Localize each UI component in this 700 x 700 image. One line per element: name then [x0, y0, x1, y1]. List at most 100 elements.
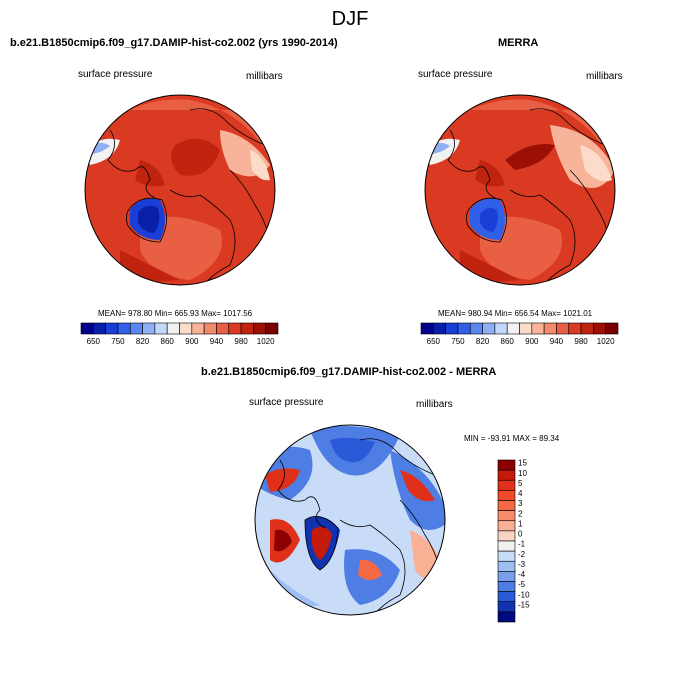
panel3-colorbar-box-6 — [497, 520, 516, 532]
panel2-colorbar-label-7: 1020 — [597, 337, 615, 346]
panel2-colorbar-box-6 — [494, 322, 508, 335]
panel3-field-west-pos — [265, 468, 300, 492]
panel1-field-north-pacific — [100, 99, 265, 150]
panel1-colorbar-label-7: 1020 — [257, 337, 275, 346]
panel3-colorbar-label-4: 3 — [518, 499, 523, 508]
panel1-colorbar-box-1 — [93, 322, 106, 335]
panel3-colorbar-label-9: -2 — [518, 550, 526, 559]
panel3-field-east-pos — [400, 470, 435, 502]
panel2-colorbar-box-10 — [543, 322, 557, 335]
panel3-coastlines — [277, 438, 441, 615]
panel3-colorbar-label-0: 15 — [518, 459, 527, 468]
panel1-colorbar-box-0 — [80, 322, 94, 335]
panel1-colorbar: 650 750 820 860 900 940 980 1020 — [80, 322, 279, 346]
panel3-colorbar-label-12: -5 — [518, 580, 526, 589]
panel1-colorbar-label-4: 900 — [185, 337, 199, 346]
panel3-colorbar-label-3: 4 — [518, 489, 523, 498]
panel2-colorbar: 650 750 820 860 900 940 980 1020 — [420, 322, 619, 346]
panel2-field-siberian-high — [505, 144, 555, 170]
panel2-colorbar-box-2 — [445, 322, 459, 335]
panel2-field-greenland-core — [480, 207, 498, 232]
panel1-colorbar-label-3: 860 — [161, 337, 175, 346]
panel3-colorbar-box-3 — [497, 490, 516, 501]
panel3-right-label: millibars — [416, 399, 453, 410]
panel3-title: b.e21.B1850cmip6.f09_g17.DAMIP-hist-co2.… — [201, 366, 497, 378]
panel2-colorbar-label-1: 750 — [451, 337, 465, 346]
panel3-map — [254, 424, 446, 616]
panel2-colorbar-label-4: 900 — [525, 337, 539, 346]
panel3-colorbar-label-10: -3 — [518, 560, 526, 569]
main-title: DJF — [331, 8, 369, 30]
panel3-colorbar-box-10 — [497, 560, 516, 572]
panel2-field-north-pacific — [440, 99, 605, 150]
panel2-colorbar-label-0: 650 — [427, 337, 441, 346]
panel2-title: MERRA — [498, 37, 539, 49]
panel1-colorbar-box-2 — [105, 322, 119, 335]
panel1-colorbar-box-10 — [203, 322, 217, 335]
panel2-colorbar-box-13 — [580, 322, 594, 335]
panel1-colorbar-box-9 — [191, 322, 205, 335]
panel2-colorbar-box-15 — [605, 322, 619, 335]
panel2-left-label: surface pressure — [418, 69, 493, 80]
panel2-colorbar-box-4 — [469, 322, 483, 335]
panel2-colorbar-box-3 — [457, 322, 471, 335]
panel2-map — [424, 94, 616, 286]
panel3-colorbar-box-2 — [497, 479, 516, 491]
panel3-field-north-neg-core — [330, 437, 375, 463]
panel2-colorbar-label-3: 860 — [501, 337, 515, 346]
panel3-colorbar-box-9 — [497, 550, 516, 562]
panel3-colorbar-label-13: -10 — [518, 590, 530, 599]
panel1-map — [84, 94, 276, 286]
panel3-colorbar-box-5 — [497, 510, 516, 522]
panel1-colorbar-box-13 — [240, 322, 254, 335]
panel2-stats: MEAN= 980.94 Min= 656.54 Max= 1021.01 — [438, 309, 593, 318]
panel2-colorbar-box-5 — [482, 322, 496, 335]
panel3-colorbar-label-11: -4 — [518, 570, 526, 579]
panel2-colorbar-box-0 — [420, 322, 434, 335]
panel3-colorbar-box-4 — [497, 500, 516, 511]
panel2-colorbar-box-12 — [568, 322, 582, 335]
panel3-colorbar-box-14 — [497, 601, 516, 613]
panel1-colorbar-label-1: 750 — [111, 337, 125, 346]
panel1-colorbar-label-6: 980 — [234, 337, 248, 346]
panel2-colorbar-label-6: 980 — [574, 337, 588, 346]
panel1-stats: MEAN= 978.80 Min= 665.93 Max= 1017.56 — [98, 309, 253, 318]
panel2-colorbar-box-11 — [556, 322, 570, 335]
panel3-field-canada-strong — [274, 529, 292, 552]
panel3-colorbar-label-2: 5 — [518, 479, 523, 488]
panel1-title: b.e21.B1850cmip6.f09_g17.DAMIP-hist-co2.… — [10, 37, 338, 49]
panel3-colorbar-label-8: -1 — [518, 540, 526, 549]
panel1-field-arctic-ocean — [171, 138, 220, 176]
panel3-colorbar-label-1: 10 — [518, 469, 527, 478]
panel2-field-siberia-highland — [580, 145, 612, 182]
panel3-colorbar-label-14: -15 — [518, 600, 530, 609]
panel1-colorbar-box-15 — [265, 322, 279, 335]
panel1-colorbar-label-5: 940 — [210, 337, 224, 346]
panel3-colorbar-label-6: 1 — [518, 519, 523, 528]
panel1-colorbar-box-11 — [216, 322, 230, 335]
panel3-colorbar-box-13 — [497, 591, 516, 603]
panel1-colorbar-box-5 — [142, 322, 156, 335]
panel3-colorbar-label-5: 2 — [518, 509, 523, 518]
panel2-colorbar-label-2: 820 — [476, 337, 490, 346]
panel3-colorbar-box-12 — [497, 581, 516, 592]
panel3-field-greenland-pos — [311, 526, 332, 560]
panel1-map-border — [84, 94, 276, 286]
panel3-colorbar-box-1 — [497, 469, 516, 481]
panel3-colorbar-box-8 — [497, 540, 516, 552]
panel1-colorbar-box-7 — [166, 322, 180, 335]
panel2-colorbar-box-9 — [531, 322, 545, 335]
panel3-colorbar-box-0 — [497, 459, 516, 471]
panel1-colorbar-box-14 — [253, 322, 266, 335]
panel1-colorbar-label-0: 650 — [87, 337, 101, 346]
panel3-colorbar-box-15 — [497, 611, 516, 623]
panel1-colorbar-label-2: 820 — [136, 337, 150, 346]
panel2-colorbar-box-14 — [593, 322, 606, 335]
panel2-right-label: millibars — [586, 71, 623, 82]
panel3-colorbar-box-11 — [497, 571, 516, 582]
panel1-colorbar-box-12 — [228, 322, 242, 335]
panel3-stats: MIN = -93.91 MAX = 89.34 — [464, 434, 560, 443]
panel3-colorbar-box-7 — [497, 530, 516, 542]
panel1-colorbar-box-3 — [117, 322, 131, 335]
